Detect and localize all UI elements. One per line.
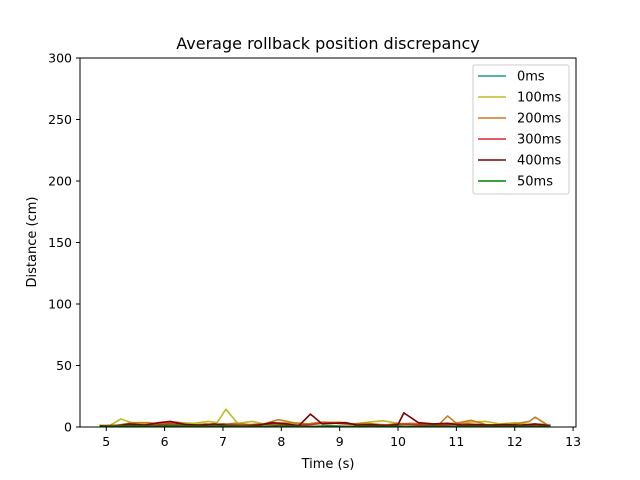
legend-label-200ms: 200ms	[517, 112, 561, 127]
x-tick-label-5: 5	[102, 434, 110, 449]
y-tick-label-0: 0	[64, 420, 72, 435]
y-axis-title: Distance (cm)	[25, 197, 40, 288]
legend-label-0ms: 0ms	[517, 70, 545, 85]
legend-label-100ms: 100ms	[517, 91, 561, 106]
y-tick-label-150: 150	[48, 235, 72, 250]
legend-entries: 0ms 100ms 200ms 300ms 400ms 50ms	[478, 70, 561, 190]
x-tick-label-11: 11	[448, 434, 464, 449]
x-axis: 5 6 7 8 9 10 11 12 13	[102, 427, 581, 449]
series-line-400ms	[99, 412, 551, 427]
x-tick-label-13: 13	[565, 434, 581, 449]
chart-title: Average rollback position discrepancy	[176, 34, 479, 53]
x-tick-label-6: 6	[161, 434, 169, 449]
x-tick-label-7: 7	[219, 434, 227, 449]
y-tick-label-300: 300	[48, 51, 72, 66]
y-tick-label-100: 100	[48, 297, 72, 312]
legend: 0ms 100ms 200ms 300ms 400ms 50ms	[472, 64, 570, 195]
y-tick-label-200: 200	[48, 174, 72, 189]
x-axis-title: Time (s)	[301, 457, 355, 472]
y-tick-label-50: 50	[56, 358, 72, 373]
plot-lines	[99, 408, 551, 427]
legend-label-50ms: 50ms	[517, 175, 553, 190]
x-tick-label-8: 8	[277, 434, 285, 449]
legend-label-400ms: 400ms	[517, 154, 561, 169]
series-line-50ms	[99, 424, 551, 427]
x-tick-label-9: 9	[336, 434, 344, 449]
legend-label-300ms: 300ms	[517, 133, 561, 148]
x-tick-label-10: 10	[390, 434, 406, 449]
x-tick-label-12: 12	[507, 434, 523, 449]
y-tick-label-250: 250	[48, 112, 72, 127]
y-axis: 0 50 100 150 200 250 300	[48, 51, 80, 435]
